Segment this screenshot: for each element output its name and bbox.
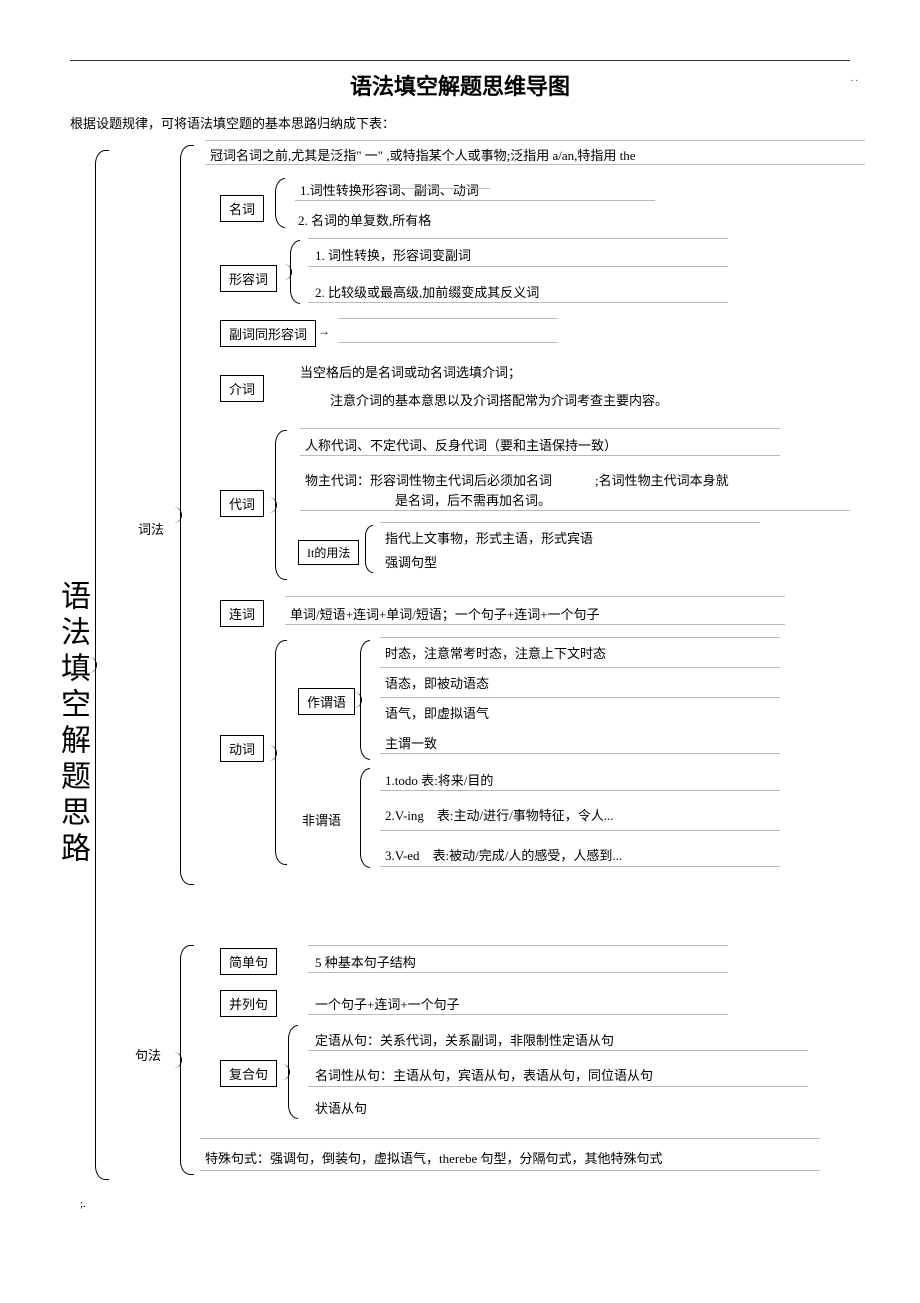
brace-weiyu bbox=[360, 640, 370, 760]
arrow-fuci: → bbox=[318, 324, 330, 339]
box-lianci: 连词 bbox=[220, 600, 264, 627]
teshu-text: 特殊句式：强调句，倒装句，虚拟语气，therebe 句型，分隔句式，其他特殊句式 bbox=[205, 1148, 663, 1167]
box-daici: 代词 bbox=[220, 490, 264, 517]
page-dots: .. bbox=[851, 72, 861, 84]
box-dongci: 动词 bbox=[220, 735, 264, 762]
box-jieci: 介词 bbox=[220, 375, 264, 402]
label-jufa: 句法 bbox=[135, 1045, 161, 1064]
mingci-1: 1.词性转换形容词、副词、动词 bbox=[300, 180, 479, 199]
brace-feiweiyu bbox=[360, 768, 370, 868]
jieci-2: 注意介词的基本意思以及介词搭配常为介词考查主要内容。 bbox=[330, 390, 668, 409]
mindmap-diagram: 语法填空解题思路 词法 句法 冠词名词之前,尤其是泛指" 一" ,或特指某个人或… bbox=[40, 140, 880, 1200]
it-1: 指代上文事物，形式主语，形式宾语 bbox=[385, 528, 593, 547]
xingrongci-1: 1. 词性转换，形容词变副词 bbox=[315, 245, 471, 264]
page-footer: ;. bbox=[80, 1198, 86, 1210]
page-title: 语法填空解题思维导图 bbox=[40, 69, 880, 101]
intro-text: 根据设题规律，可将语法填空题的基本思路归纳成下表： bbox=[70, 113, 850, 132]
daici-2a: 物主代词：形容词性物主代词后必须加名词 bbox=[305, 470, 552, 489]
root-title: 语法填空解题思路 bbox=[50, 580, 94, 868]
fuhe-2: 名词性从句：主语从句，宾语从句，表语从句，同位语从句 bbox=[315, 1065, 653, 1084]
header-rule bbox=[70, 60, 850, 61]
box-it: It的用法 bbox=[298, 540, 359, 565]
box-fuci: 副词同形容词 bbox=[220, 320, 316, 347]
brace-fuhe bbox=[288, 1025, 298, 1119]
weiyu-4: 主谓一致 bbox=[385, 733, 437, 752]
brace-it bbox=[365, 525, 373, 573]
fuhe-3: 状语从句 bbox=[315, 1098, 367, 1117]
brace-cifa bbox=[180, 145, 194, 885]
weiyu-1: 时态，注意常考时态，注意上下文时态 bbox=[385, 643, 606, 662]
xingrongci-2: 2. 比较级或最高级,加前缀变成其反义词 bbox=[315, 282, 539, 301]
box-jiandan: 简单句 bbox=[220, 948, 277, 975]
guanci-text: 冠词名词之前,尤其是泛指" 一" ,或特指某个人或事物;泛指用 a/an,特指用… bbox=[210, 145, 636, 164]
it-2: 强调句型 bbox=[385, 552, 437, 571]
brace-root bbox=[95, 150, 109, 1180]
box-xingrongci: 形容词 bbox=[220, 265, 277, 292]
brace-jufa bbox=[180, 945, 194, 1175]
brace-dongci bbox=[275, 640, 287, 865]
box-fuhe: 复合句 bbox=[220, 1060, 277, 1087]
brace-daici bbox=[275, 430, 287, 580]
feiweiyu-1: 1.todo 表:将来/目的 bbox=[385, 770, 493, 789]
box-binglie: 并列句 bbox=[220, 990, 277, 1017]
lianci-1: 单词/短语+连词+单词/短语；一个句子+连词+一个句子 bbox=[290, 604, 600, 623]
label-feiweiyu: 非谓语 bbox=[302, 810, 341, 829]
label-cifa: 词法 bbox=[135, 515, 167, 542]
brace-xingrongci bbox=[290, 240, 300, 304]
jiandan-1: 5 种基本句子结构 bbox=[315, 952, 416, 971]
daici-1: 人称代词、不定代词、反身代词（要和主语保持一致） bbox=[305, 435, 617, 454]
feiweiyu-2: 2.V-ing 表:主动/进行/事物特征，令人... bbox=[385, 805, 613, 824]
mingci-2: 2. 名词的单复数,所有格 bbox=[298, 210, 431, 229]
daici-2b: ;名词性物主代词本身就 bbox=[595, 470, 729, 489]
weiyu-2: 语态，即被动语态 bbox=[385, 673, 489, 692]
box-mingci: 名词 bbox=[220, 195, 264, 222]
box-weiyu: 作谓语 bbox=[298, 688, 355, 715]
weiyu-3: 语气，即虚拟语气 bbox=[385, 703, 489, 722]
fuhe-1: 定语从句：关系代词，关系副词，非限制性定语从句 bbox=[315, 1030, 614, 1049]
daici-2c: 是名词，后不需再加名词。 bbox=[395, 490, 551, 509]
feiweiyu-3: 3.V-ed 表:被动/完成/人的感受，人感到... bbox=[385, 845, 622, 864]
jieci-1: 当空格后的是名词或动名词选填介词； bbox=[300, 362, 521, 381]
brace-mingci bbox=[275, 178, 285, 228]
binglie-1: 一个句子+连词+一个句子 bbox=[315, 994, 460, 1013]
